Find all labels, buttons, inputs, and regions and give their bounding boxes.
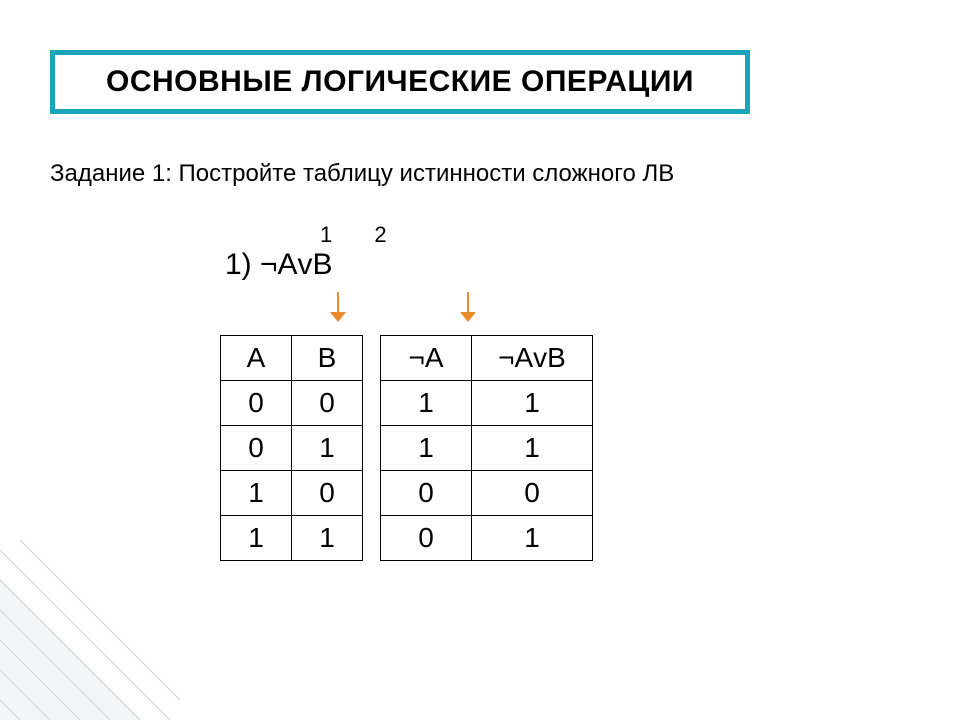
table-row: 0 0 — [221, 381, 363, 426]
cell: 0 — [292, 471, 363, 516]
cell: 1 — [221, 471, 292, 516]
arrow-stem — [337, 292, 339, 314]
corner-decoration — [0, 540, 180, 720]
cell: 1 — [292, 516, 363, 561]
arrow-head — [460, 312, 476, 322]
task-text: Задание 1: Постройте таблицу истинности … — [50, 160, 674, 188]
cell: 1 — [221, 516, 292, 561]
cell: 0 — [381, 471, 472, 516]
arrow-down-icon — [330, 292, 346, 322]
table-row: 1 1 — [221, 516, 363, 561]
col-header-not-a: ¬А — [381, 336, 472, 381]
page-title-box: ОСНОВНЫЕ ЛОГИЧЕСКИЕ ОПЕРАЦИИ — [50, 50, 750, 114]
col-header-b: В — [292, 336, 363, 381]
table-row: 0 1 — [221, 426, 363, 471]
table-row: 1 1 — [381, 381, 593, 426]
col-header-a: А — [221, 336, 292, 381]
truth-table-results: ¬А ¬АvВ 1 1 1 1 0 0 0 1 — [380, 335, 593, 561]
cell: 0 — [381, 516, 472, 561]
truth-table-inputs: А В 0 0 0 1 1 0 1 1 — [220, 335, 363, 561]
cell: 0 — [221, 381, 292, 426]
table-row: 0 1 — [381, 516, 593, 561]
cell: 0 — [472, 471, 593, 516]
table-header-row: А В — [221, 336, 363, 381]
cell: 0 — [221, 426, 292, 471]
table-row: 1 1 — [381, 426, 593, 471]
cell: 1 — [381, 381, 472, 426]
arrow-stem — [467, 292, 469, 314]
cell: 1 — [292, 426, 363, 471]
table-row: 1 0 — [221, 471, 363, 516]
table-row: 0 0 — [381, 471, 593, 516]
arrow-head — [330, 312, 346, 322]
logical-expression: 1) ¬АvВ — [225, 248, 333, 282]
cell: 1 — [472, 516, 593, 561]
table-header-row: ¬А ¬АvВ — [381, 336, 593, 381]
cell: 1 — [472, 381, 593, 426]
cell: 1 — [472, 426, 593, 471]
arrow-down-icon — [460, 292, 476, 322]
cell: 1 — [381, 426, 472, 471]
step-number-labels: 1 2 — [320, 222, 405, 248]
col-header-not-a-or-b: ¬АvВ — [472, 336, 593, 381]
cell: 0 — [292, 381, 363, 426]
